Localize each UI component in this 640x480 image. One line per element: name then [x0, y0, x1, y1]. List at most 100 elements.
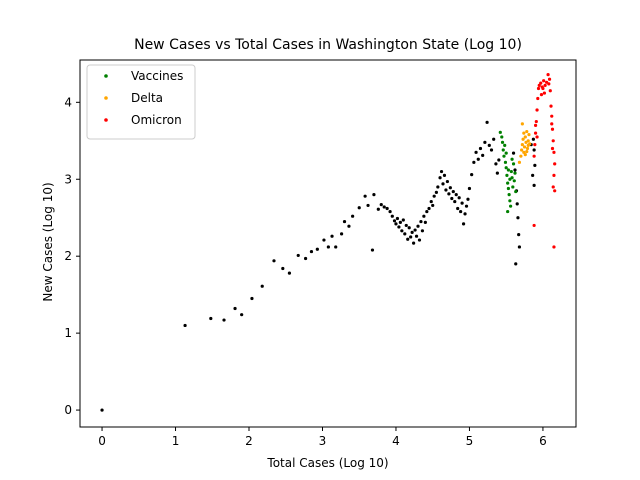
chart-title: New Cases vs Total Cases in Washington S… — [134, 37, 522, 53]
data-point — [507, 193, 511, 197]
data-point — [474, 150, 478, 154]
series-vaccines — [498, 130, 518, 214]
data-point — [532, 154, 536, 158]
data-point — [347, 224, 351, 228]
data-point — [287, 271, 292, 275]
data-point — [503, 143, 507, 147]
data-point — [260, 284, 264, 288]
data-point — [315, 247, 319, 251]
data-point — [351, 214, 355, 218]
data-point — [550, 127, 555, 131]
data-point — [379, 203, 383, 207]
data-point — [460, 201, 464, 205]
data-point — [419, 219, 423, 224]
data-point — [222, 318, 226, 322]
data-point — [531, 173, 535, 178]
data-point — [427, 206, 431, 211]
data-point — [508, 199, 512, 203]
legend-box — [86, 64, 196, 140]
data-point — [233, 306, 237, 311]
data-point — [543, 83, 547, 87]
data-point — [511, 151, 516, 155]
data-point — [551, 185, 555, 189]
data-point — [501, 148, 505, 152]
data-point — [506, 186, 510, 191]
data-point — [532, 223, 536, 228]
data-point — [481, 153, 485, 157]
data-point — [546, 73, 550, 77]
data-point — [436, 185, 440, 189]
data-point — [487, 143, 491, 147]
data-point — [516, 216, 520, 220]
data-point — [470, 173, 474, 177]
data-point — [534, 119, 538, 124]
data-point — [527, 133, 531, 137]
data-point — [442, 173, 447, 178]
data-point — [444, 188, 448, 192]
data-point — [500, 135, 504, 139]
x-tick-label: 1 — [172, 434, 180, 448]
data-point — [431, 203, 435, 208]
data-point — [382, 205, 386, 209]
legend-label-vaccines: Vaccines — [131, 69, 183, 83]
data-point — [445, 179, 450, 184]
data-point — [551, 139, 555, 143]
data-point — [448, 186, 452, 190]
series-delta — [517, 122, 532, 164]
data-point — [388, 209, 392, 214]
data-point — [357, 206, 361, 210]
data-point — [439, 169, 444, 174]
data-point — [326, 245, 330, 249]
plot-area: 0 1 2 3 4 5 6 0 1 2 3 4 — [64, 59, 577, 448]
data-point — [525, 146, 530, 151]
data-point — [376, 207, 380, 211]
data-point — [397, 225, 401, 229]
legend: Vaccines Delta Omicron — [86, 64, 196, 140]
data-point — [492, 137, 496, 141]
data-point — [461, 222, 466, 226]
data-point — [413, 228, 417, 232]
data-point — [476, 157, 480, 161]
data-point — [322, 238, 326, 242]
data-point — [533, 163, 537, 168]
data-point — [526, 139, 530, 143]
y-tick-label: 2 — [64, 249, 72, 263]
data-point — [447, 192, 451, 196]
data-point — [414, 234, 419, 238]
data-point — [548, 89, 552, 93]
data-point — [550, 114, 554, 118]
data-point — [525, 129, 529, 134]
data-point — [504, 166, 508, 170]
legend-marker-delta — [104, 96, 108, 100]
data-point — [531, 137, 535, 141]
data-point — [547, 77, 552, 81]
data-point — [523, 135, 527, 139]
data-point — [366, 203, 370, 208]
data-point — [547, 82, 551, 86]
data-point — [552, 150, 556, 154]
data-point — [533, 143, 537, 147]
data-point — [398, 220, 402, 224]
data-point — [533, 123, 538, 127]
data-point — [522, 131, 526, 135]
data-point — [526, 143, 530, 147]
data-point — [454, 193, 458, 197]
data-point — [509, 169, 513, 174]
data-point — [240, 313, 244, 317]
data-point — [390, 214, 394, 218]
data-point — [303, 256, 308, 261]
data-point — [450, 196, 454, 201]
data-point — [494, 162, 498, 166]
data-point — [464, 204, 469, 208]
data-point — [523, 153, 527, 157]
data-point — [370, 248, 375, 252]
data-point — [410, 230, 414, 234]
data-point — [183, 323, 187, 328]
data-point — [503, 160, 508, 164]
data-point — [463, 212, 467, 216]
data-point — [372, 193, 376, 197]
data-point — [537, 83, 541, 87]
data-point — [272, 259, 276, 263]
data-point — [532, 148, 536, 152]
data-point — [209, 316, 213, 321]
